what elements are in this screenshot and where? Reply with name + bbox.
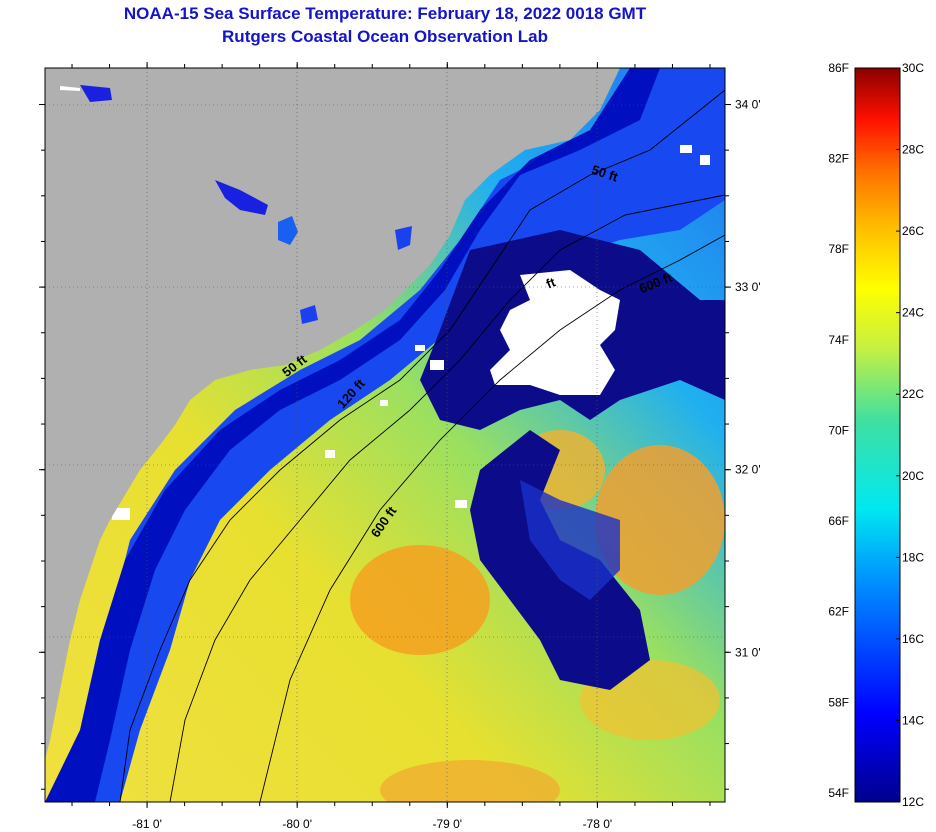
colorbar-c-label: 20C: [902, 469, 924, 483]
colorbar-fahrenheit-labels: 86F 82F 78F 74F 70F 66F 62F 58F 54F: [828, 61, 849, 800]
colorbar-c-label: 30C: [902, 61, 924, 75]
lat-tick-label: 33 0': [735, 280, 761, 294]
colorbar-f-label: 54F: [828, 786, 849, 800]
inland-water-features: [60, 85, 412, 324]
colorbar-f-label: 66F: [828, 514, 849, 528]
lon-tick-label: -79 0': [432, 817, 462, 831]
longitude-axis-labels: -81 0' -80 0' -79 0' -78 0': [132, 817, 612, 831]
colorbar-c-label: 16C: [902, 632, 924, 646]
colorbar: 86F 82F 78F 74F 70F 66F 62F 58F 54F 30C 28C 26C 24C…: [828, 61, 924, 809]
lat-tick-label: 34 0': [735, 98, 761, 112]
colorbar-celsius-labels: 30C 28C 26C 24C 22C 20C 18C 16C 14C 12C: [896, 61, 924, 809]
lat-tick-label: 31 0': [735, 645, 761, 659]
map-title: NOAA-15 Sea Surface Temperature: Februar…: [123, 4, 647, 23]
latitude-axis-labels: 34 0' 33 0' 32 0' 31 0': [735, 98, 761, 660]
lon-tick-label: -81 0': [132, 817, 162, 831]
map-subtitle: Rutgers Coastal Ocean Observation Lab: [222, 27, 548, 46]
colorbar-f-label: 58F: [828, 695, 849, 709]
colorbar-c-label: 14C: [902, 713, 924, 727]
map-frame: [44, 67, 726, 803]
colorbar-c-label: 24C: [902, 306, 924, 320]
colorbar-c-label: 26C: [902, 224, 924, 238]
colorbar-gradient: [854, 67, 901, 803]
bathymetry-contours: [119, 89, 725, 802]
lon-tick-label: -78 0': [583, 817, 613, 831]
colorbar-c-label: 28C: [902, 143, 924, 157]
axis-ticks: [39, 62, 731, 808]
colorbar-f-label: 62F: [828, 605, 849, 619]
colorbar-f-label: 82F: [828, 152, 849, 166]
colorbar-f-label: 70F: [828, 423, 849, 437]
colorbar-c-label: 18C: [902, 550, 924, 564]
colorbar-f-label: 78F: [828, 242, 849, 256]
land-mass: [45, 68, 620, 760]
graticule-grid: [45, 68, 725, 802]
colorbar-c-label: 22C: [902, 387, 924, 401]
colorbar-f-label: 74F: [828, 333, 849, 347]
colorbar-c-label: 12C: [902, 795, 924, 809]
lat-tick-label: 32 0': [735, 463, 761, 477]
colorbar-f-label: 86F: [828, 61, 849, 75]
cloud-cover: [112, 145, 710, 520]
lon-tick-label: -80 0': [282, 817, 312, 831]
